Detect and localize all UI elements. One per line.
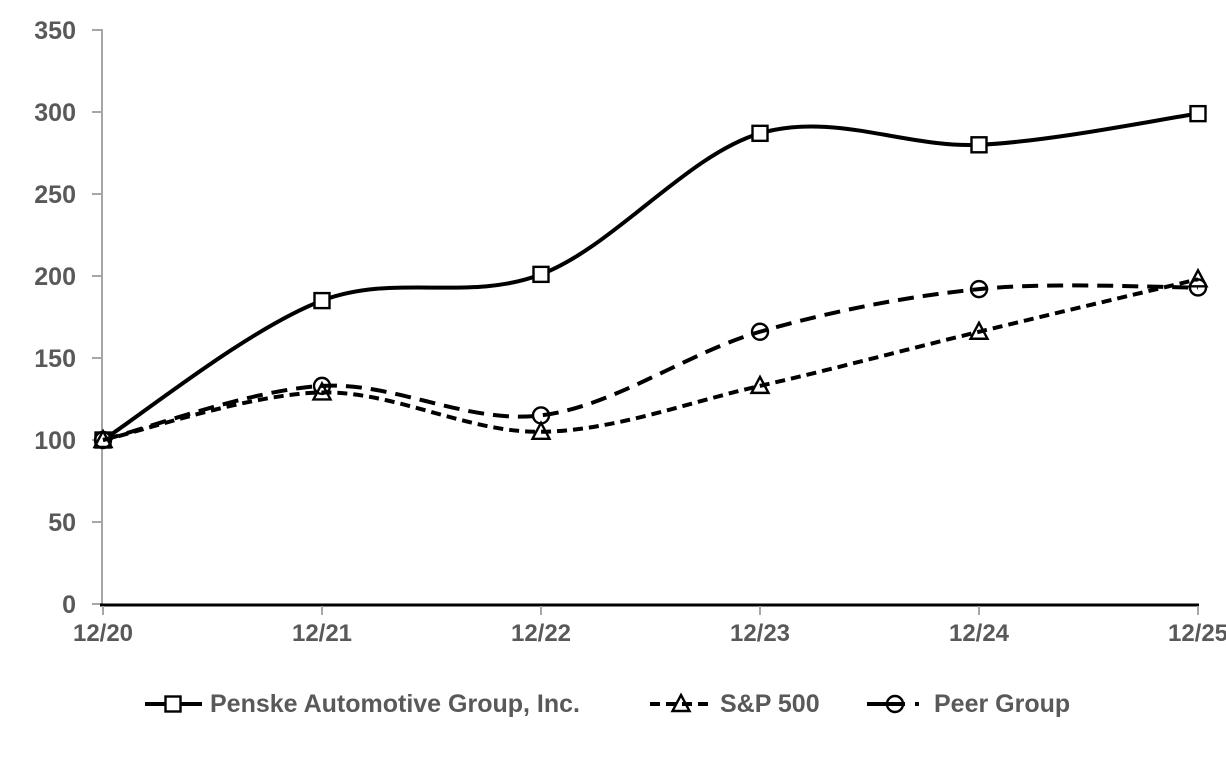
data-point-square-marker	[1189, 104, 1207, 123]
data-point-circle-marker	[93, 430, 113, 450]
series-line-1	[102, 277, 1199, 442]
legend-label-penske: Penske Automotive Group, Inc.	[210, 690, 580, 718]
series-line-0	[101, 111, 1199, 442]
y-axis-tick-label: 350	[34, 17, 76, 45]
plot-area: 0 50 100 150 200 250 300 350 12/20 12/21 12/22 12/2…	[34, 17, 1226, 647]
x-axis-tick-label: 12/24	[949, 620, 1010, 647]
y-axis-tick-label: 150	[34, 345, 76, 373]
triangle-marker-icon	[670, 692, 692, 713]
data-point-square-marker	[970, 136, 988, 154]
legend-item-penske: Penske Automotive Group, Inc.	[145, 690, 580, 718]
y-axis-tick-label: 100	[34, 427, 76, 455]
data-point-circle-marker	[969, 279, 989, 299]
data-point-square-marker	[751, 124, 769, 143]
data-point-circle-marker	[1188, 278, 1208, 297]
square-marker-icon	[164, 695, 182, 713]
x-axis-tick-label: 12/23	[730, 620, 790, 647]
y-axis-tick-label: 0	[62, 591, 76, 619]
data-point-triangle-marker	[1187, 267, 1209, 288]
x-axis-tick-label: 12/21	[292, 620, 352, 647]
legend-item-peer-group: Peer Group	[867, 690, 1070, 718]
legend: Penske Automotive Group, Inc. S&P 500 Pe…	[145, 690, 1070, 718]
data-point-square-marker	[532, 265, 550, 284]
y-axis-tick-label: 300	[34, 99, 76, 127]
data-point-circle-marker	[531, 406, 551, 425]
legend-label-sp500: S&P 500	[720, 690, 820, 718]
data-point-triangle-marker	[968, 320, 990, 340]
x-axis-tick-label: 12/22	[511, 620, 571, 647]
series-line-2	[102, 283, 1199, 442]
data-point-circle-marker	[750, 322, 770, 341]
data-point-circle-marker	[312, 376, 332, 396]
data-point-triangle-marker	[530, 420, 552, 440]
x-axis-tick-label: 12/25	[1168, 620, 1226, 647]
x-axis-tick-label: 12/20	[73, 620, 133, 647]
y-axis-tick-label: 200	[34, 263, 76, 291]
data-point-triangle-marker	[749, 374, 771, 395]
legend-label-peer-group: Peer Group	[934, 690, 1070, 718]
y-axis-tick-label: 250	[34, 181, 76, 209]
circle-marker-icon	[885, 694, 905, 714]
y-axis-tick-label: 50	[48, 509, 76, 537]
legend-item-sp500: S&P 500	[650, 690, 820, 718]
data-point-square-marker	[313, 291, 331, 310]
